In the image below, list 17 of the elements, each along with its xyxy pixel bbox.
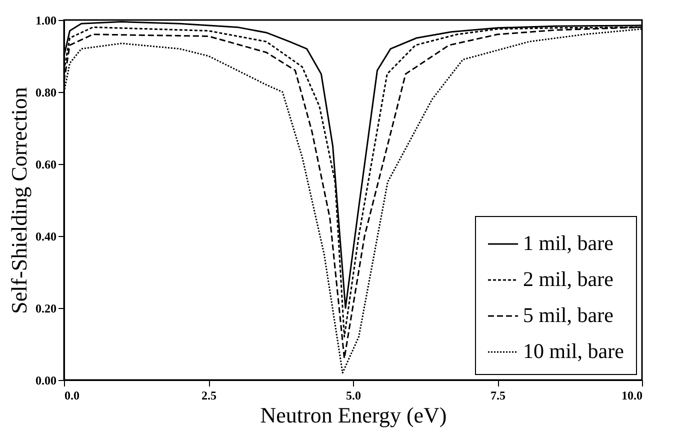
y-tick-label: 0.20 xyxy=(36,302,56,316)
legend-label: 2 mil, bare xyxy=(523,267,614,291)
legend-label: 10 mil, bare xyxy=(523,339,624,363)
y-tick-label: 0.00 xyxy=(36,374,56,388)
legend-label: 5 mil, bare xyxy=(523,303,614,327)
x-axis-title: Neutron Energy (eV) xyxy=(260,402,447,428)
x-tick-label: 7.5 xyxy=(490,388,506,402)
y-tick-label: 1.00 xyxy=(36,14,56,28)
x-tick-label: 0.0 xyxy=(64,388,80,402)
y-tick-label: 0.80 xyxy=(36,86,56,100)
x-tick-label: 10.0 xyxy=(622,388,642,402)
x-tick-label: 2.5 xyxy=(202,388,216,402)
y-axis-title: Self-Shielding Correction xyxy=(6,87,32,314)
y-tick-label: 0.40 xyxy=(36,230,56,244)
y-tick-label: 0.60 xyxy=(36,158,56,172)
x-tick-label: 5.0 xyxy=(346,388,361,402)
legend-label: 1 mil, bare xyxy=(523,231,614,255)
